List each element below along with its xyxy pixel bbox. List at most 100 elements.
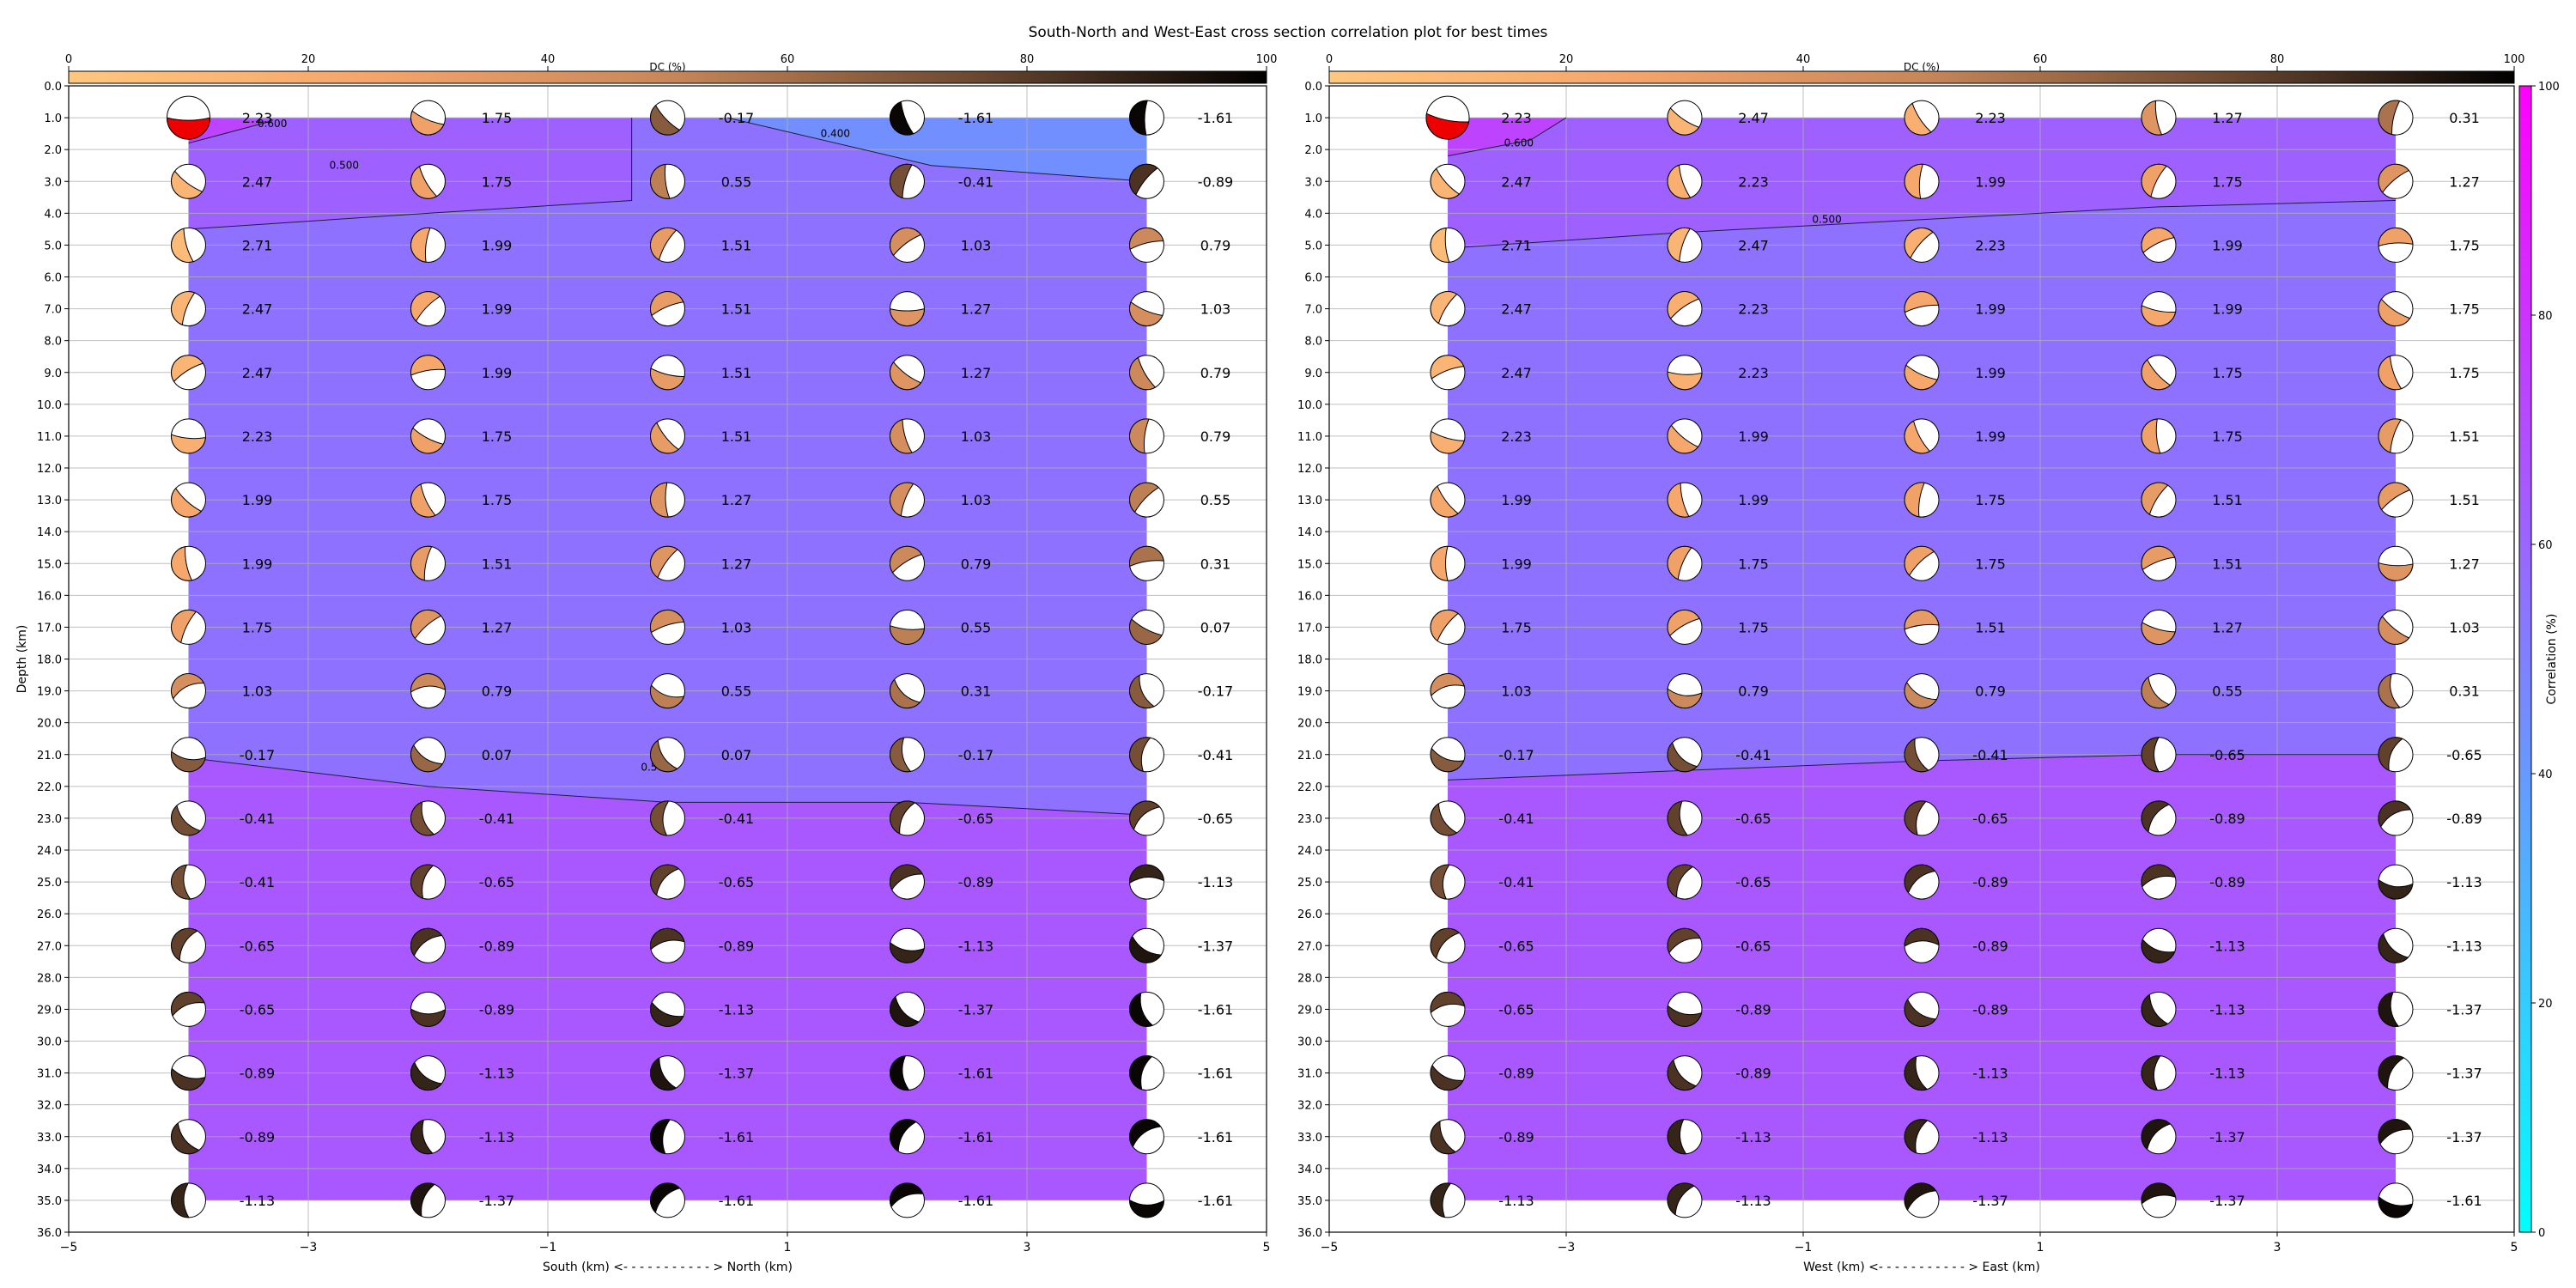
beachball-compressional <box>2378 1055 2405 1090</box>
beachball-compressional <box>650 227 677 261</box>
beachball <box>1129 991 1164 1027</box>
beachball <box>1667 1119 1703 1155</box>
beachball-compressional <box>1667 1005 1703 1027</box>
beachball-compressional <box>889 307 926 326</box>
beachball <box>410 227 446 263</box>
beachball <box>2378 291 2414 327</box>
data-label: -0.65 <box>2209 747 2245 763</box>
contour-line <box>1447 200 2397 249</box>
data-label: 1.75 <box>2449 365 2480 381</box>
y-tick-label: 21.0 <box>1297 750 1322 762</box>
data-label: 1.27 <box>2449 556 2480 572</box>
beachball <box>1430 482 1466 518</box>
data-label: 1.99 <box>2212 301 2243 318</box>
beachball-compressional <box>2378 878 2414 900</box>
beachball <box>1129 609 1164 645</box>
y-tick-label: 19.0 <box>37 686 62 699</box>
beachball-compressional <box>1430 673 1465 697</box>
beachball <box>1430 1055 1466 1091</box>
beachball-compressional <box>1129 674 1155 708</box>
data-label: -0.41 <box>1498 874 1534 890</box>
data-label: 0.31 <box>2449 110 2480 126</box>
dc-colorbar-label: DC (%) <box>1904 61 1940 73</box>
beachball-compressional <box>1904 163 1924 199</box>
beachball <box>410 1182 446 1218</box>
data-label: -1.13 <box>1198 874 1233 890</box>
data-label: -1.37 <box>719 1066 754 1082</box>
y-tick-label: 10.0 <box>37 399 62 412</box>
beachball <box>171 737 206 773</box>
data-label: 1.27 <box>721 492 752 508</box>
beachball <box>1667 673 1703 709</box>
beachball <box>171 673 206 709</box>
data-label: 0.79 <box>1200 365 1231 381</box>
data-label: -1.37 <box>2209 1129 2245 1145</box>
data-label: -1.13 <box>479 1129 514 1145</box>
y-tick-label: 17.0 <box>1297 622 1322 635</box>
beachball-compressional <box>1904 927 1940 947</box>
data-label: 1.03 <box>961 237 992 253</box>
beachball-compressional <box>2378 992 2400 1027</box>
data-label: -0.17 <box>1498 747 1534 763</box>
dc-colorbar-tick-label: 100 <box>1256 53 1278 66</box>
y-tick-label: 0.0 <box>1304 81 1322 94</box>
data-label: 1.51 <box>721 301 752 318</box>
data-label: 1.75 <box>482 173 513 190</box>
y-tick-label: 36.0 <box>37 1227 62 1240</box>
beachball-compressional <box>171 805 202 836</box>
beachball-compressional <box>650 1182 681 1214</box>
data-label: 2.23 <box>1975 110 2006 126</box>
beachball <box>890 418 925 454</box>
beachball <box>1904 1182 1940 1218</box>
beachball <box>1430 609 1466 645</box>
beachball-compressional <box>650 684 685 708</box>
beachball-compressional <box>650 864 680 896</box>
y-tick-label: 10.0 <box>1297 399 1322 412</box>
beachball <box>650 227 685 263</box>
data-label: 0.79 <box>482 683 513 700</box>
data-label: -0.65 <box>1735 938 1771 954</box>
data-label: 2.23 <box>242 110 273 126</box>
beachball <box>890 355 925 391</box>
data-label: 1.75 <box>1975 492 2006 508</box>
data-label: -1.37 <box>2446 1129 2482 1145</box>
data-label: 1.99 <box>1738 492 1769 508</box>
beachball-compressional <box>410 483 436 518</box>
data-label: 1.99 <box>1975 365 2006 381</box>
beachball-compressional <box>410 545 433 581</box>
beachball-compressional <box>890 419 913 454</box>
beachball-compressional <box>1667 1059 1698 1091</box>
data-label: -1.13 <box>719 1001 754 1018</box>
beachball <box>1128 1182 1165 1218</box>
data-label: -0.89 <box>719 938 754 954</box>
beachball <box>2378 864 2414 900</box>
beachball-compressional <box>1430 864 1450 900</box>
data-label: -0.89 <box>479 938 514 954</box>
beachball <box>2378 737 2414 773</box>
data-label: 0.07 <box>721 747 752 763</box>
beachball-compressional <box>2378 298 2411 326</box>
beachball-compressional <box>890 361 922 391</box>
beachball <box>650 927 685 963</box>
beachball-compressional <box>2141 482 2169 515</box>
beachball-compressional <box>1129 482 1160 513</box>
data-label: 0.55 <box>1200 492 1231 508</box>
beachball-compressional <box>890 100 914 136</box>
y-tick-label: 32.0 <box>1297 1100 1322 1113</box>
beachball-compressional <box>1667 164 1692 199</box>
beachball-compressional <box>2378 737 2403 771</box>
beachball-compressional <box>2141 100 2163 136</box>
beachball <box>1667 482 1703 518</box>
beachball-compressional <box>1430 227 1450 263</box>
y-tick-label: 20.0 <box>37 718 62 731</box>
beachball-compressional <box>1667 227 1691 263</box>
data-label: 1.27 <box>2449 173 2480 190</box>
y-tick-label: 20.0 <box>1297 718 1322 731</box>
beachball <box>410 609 446 645</box>
beachball <box>1129 163 1164 199</box>
y-tick-label: 4.0 <box>1304 208 1322 221</box>
beachball-compressional <box>410 1008 447 1027</box>
beachball-compressional <box>650 422 679 454</box>
